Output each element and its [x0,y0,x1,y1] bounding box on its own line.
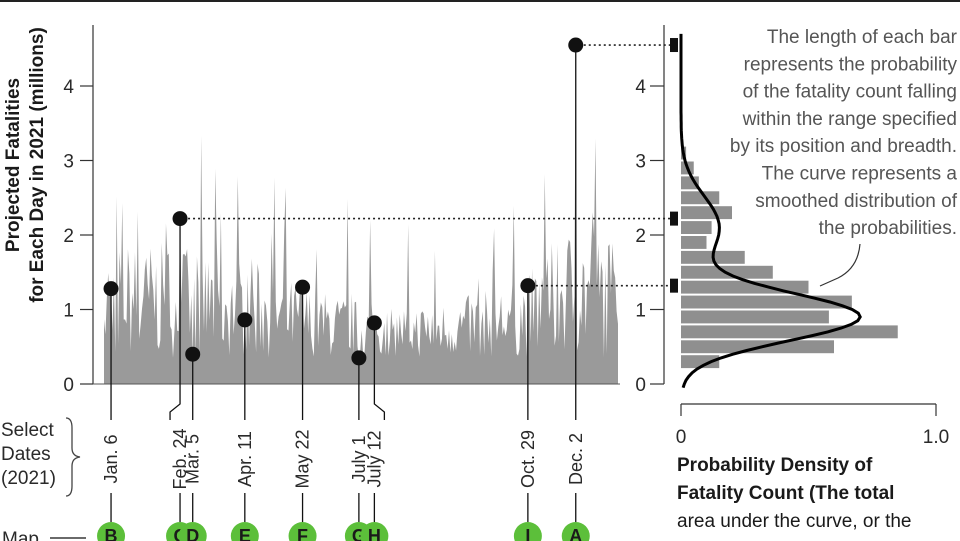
date-label: Jan. 6 [101,434,121,483]
date-label: July 1 [349,435,369,482]
select-dates-brace [65,417,81,497]
marker-dot [351,350,367,366]
annotation-line: The curve represents a [762,164,958,185]
left-y-tick-label: 4 [63,77,74,98]
density-curve-path [679,33,862,389]
fatality-area-path [104,45,618,384]
date-leader-upper [169,398,181,420]
select-dates-text: (2021) [1,468,56,489]
probability-bars [681,146,898,369]
map-row-label: Map [2,529,39,541]
marker-dot [568,37,584,53]
annotation-line: of the fatality count falling [743,82,957,103]
annotation-note: The length of each bar represents the pro… [730,27,958,287]
map-badge-letter: D [186,526,199,541]
daily-fatality-area [104,45,618,384]
left-y-tick-label: 1 [63,301,74,322]
probability-bar [681,355,720,369]
density-axis-title-note: (The total [804,483,895,504]
marker-dot [103,281,119,297]
annotation-pointer [819,243,861,287]
date-label: Oct. 29 [518,430,538,488]
date-label: Feb. 24 [170,428,190,489]
date-label: Dec. 2 [566,433,586,485]
annotation-line: smoothed distribution of [755,191,957,212]
marker-dot [185,346,201,362]
right-y-tick-label: 1 [635,301,646,322]
connector-marker [670,211,678,226]
date-label: May 22 [293,429,313,488]
right-y-tick-label: 4 [635,77,646,98]
map-badge-letter: H [368,526,381,541]
annotation-line: within the range specified [742,109,957,130]
marker-dot [295,279,311,295]
date-label: Mar. 5 [183,434,203,484]
probability-bar [681,295,852,309]
map-badge-letter: A [569,526,582,541]
map-badge-letter: I [525,526,530,541]
connector-marker [670,278,678,293]
selected-date-markers [103,37,584,398]
density-x-tick-label: 0 [676,427,687,448]
map-badge [97,522,126,541]
date-leader-upper [373,398,386,420]
left-y-tick-label: 2 [63,226,74,247]
annotation-line: the probabilities. [819,218,957,239]
density-curve [679,33,862,389]
dotted-connectors [188,38,678,293]
right-y-tick-label: 2 [635,226,646,247]
left-y-tick-label: 3 [63,152,74,173]
map-badge-letter: B [105,526,118,541]
right-y-tick-label: 3 [635,152,646,173]
y-axis-title-line: for Each Day in 2021 (millions) [27,27,48,303]
probability-bar [681,206,732,220]
map-badge [360,522,389,541]
connector-marker [670,38,678,53]
density-axis-note: area under the curve, or the [677,511,911,532]
map-badge [178,522,207,541]
map-badge [230,522,259,541]
left-y-tick-label: 0 [63,375,74,396]
marker-dot [520,278,536,294]
select-dates-label: Select Dates (2021) Map [1,417,86,541]
map-badge [561,522,590,541]
map-badges: BCDEFGHIA [97,522,590,541]
probability-bar [681,236,707,249]
probability-bar [681,310,829,324]
date-label: Apr. 11 [235,431,255,487]
density-x-tick-label: 1.0 [923,427,949,448]
map-badge-letter: E [239,526,251,541]
top-rule [0,0,960,2]
density-axis-title: Fatality Count (The total [677,483,894,504]
map-badge [513,522,542,541]
y-axis-title-line: Projected Fatalities [3,78,24,252]
map-badge-letter: F [297,526,308,541]
marker-dot [172,211,188,227]
date-label: July 12 [364,430,384,487]
probability-bar [681,325,898,339]
density-axis-title: Probability Density of [677,455,873,476]
map-badge [288,522,317,541]
select-dates-text: Select [1,420,55,441]
marker-dot [237,312,253,328]
left-y-axis-title: Projected Fatalities for Each Day in 2021… [3,27,48,303]
right-y-axis: 0 1 2 3 4 [635,25,665,396]
left-y-axis: 0 1 2 3 4 [63,25,620,396]
probability-bar [681,191,720,205]
annotation-line: by its position and breadth. [730,136,957,157]
probability-bar [681,221,712,234]
density-x-axis: 0 1.0 Probability Density of Fatality Count… [676,403,949,532]
marker-dot [366,315,382,331]
right-y-tick-label: 0 [635,375,646,396]
annotation-line: represents the probability [744,54,958,75]
select-dates-text: Dates [1,444,51,465]
annotation-line: The length of each bar [767,27,958,48]
